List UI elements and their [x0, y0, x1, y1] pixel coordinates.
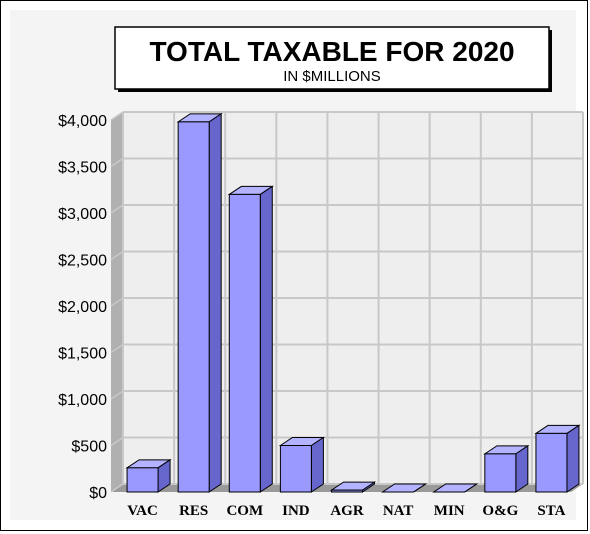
bar-vac	[125, 458, 172, 493]
bar-side	[464, 483, 477, 493]
y-tick-label: $4,000	[58, 113, 107, 130]
bar-side	[259, 185, 273, 493]
x-tick-label: MIN	[434, 503, 465, 519]
gridline-wall	[110, 250, 124, 261]
bar-front	[535, 432, 568, 493]
x-tick-label: COM	[226, 503, 263, 519]
y-axis-ticks: $0 $500 $1,000 $1,500 $2,000 $2,500 $3,000 $3,5…	[58, 113, 107, 502]
gridline-wall	[110, 483, 124, 493]
bar-front	[126, 467, 159, 493]
x-tick-label: STA	[537, 503, 565, 519]
bar-agr	[329, 481, 377, 493]
bar-front	[177, 121, 210, 493]
bar-side	[566, 424, 580, 493]
bar-ind	[278, 436, 326, 493]
y-tick-label: $1,500	[58, 346, 107, 363]
bar-nat	[380, 483, 428, 493]
bar-front	[484, 453, 517, 493]
gridline-wall	[110, 343, 124, 354]
y-tick-label: $1,000	[58, 392, 107, 409]
x-tick-label: NAT	[383, 503, 414, 519]
chart-title: TOTAL TAXABLE FOR 2020	[149, 36, 514, 67]
gridline-wall	[110, 436, 124, 447]
bars	[125, 112, 581, 493]
chart-subtitle: IN $MILLIONS	[283, 68, 381, 85]
bar-min	[432, 483, 479, 493]
bar-side	[310, 436, 324, 493]
bar-side	[413, 483, 426, 493]
x-axis-ticks: VAC RES COM IND AGR NAT MIN O&G STA	[127, 503, 565, 519]
bar-res	[176, 112, 223, 493]
y-tick-label: $0	[89, 485, 107, 502]
title-box	[114, 26, 550, 90]
x-tick-label: RES	[179, 503, 208, 519]
bar-og	[483, 444, 530, 493]
bar-sta	[534, 424, 581, 493]
bar-side	[208, 112, 222, 493]
bar-front	[279, 445, 312, 493]
y-tick-label: $2,000	[58, 299, 107, 316]
y-tick-label: $500	[71, 439, 107, 456]
bar-com	[227, 185, 274, 493]
gridline-wall	[110, 390, 124, 400]
gridline-wall	[110, 297, 124, 307]
x-tick-label: AGR	[330, 503, 364, 519]
x-tick-label: IND	[282, 503, 310, 519]
gridline-wall	[110, 204, 124, 214]
y-tick-label: $3,000	[58, 206, 107, 223]
y-tick-label: $2,500	[58, 253, 107, 270]
x-tick-label: O&G	[482, 503, 518, 519]
bar-front	[331, 489, 363, 493]
bar-side	[515, 444, 529, 493]
gridline-wall	[110, 157, 124, 168]
bar-front	[228, 193, 261, 493]
gridline-wall	[110, 111, 124, 121]
x-tick-label: VAC	[127, 503, 158, 519]
y-tick-label: $3,500	[58, 160, 107, 177]
